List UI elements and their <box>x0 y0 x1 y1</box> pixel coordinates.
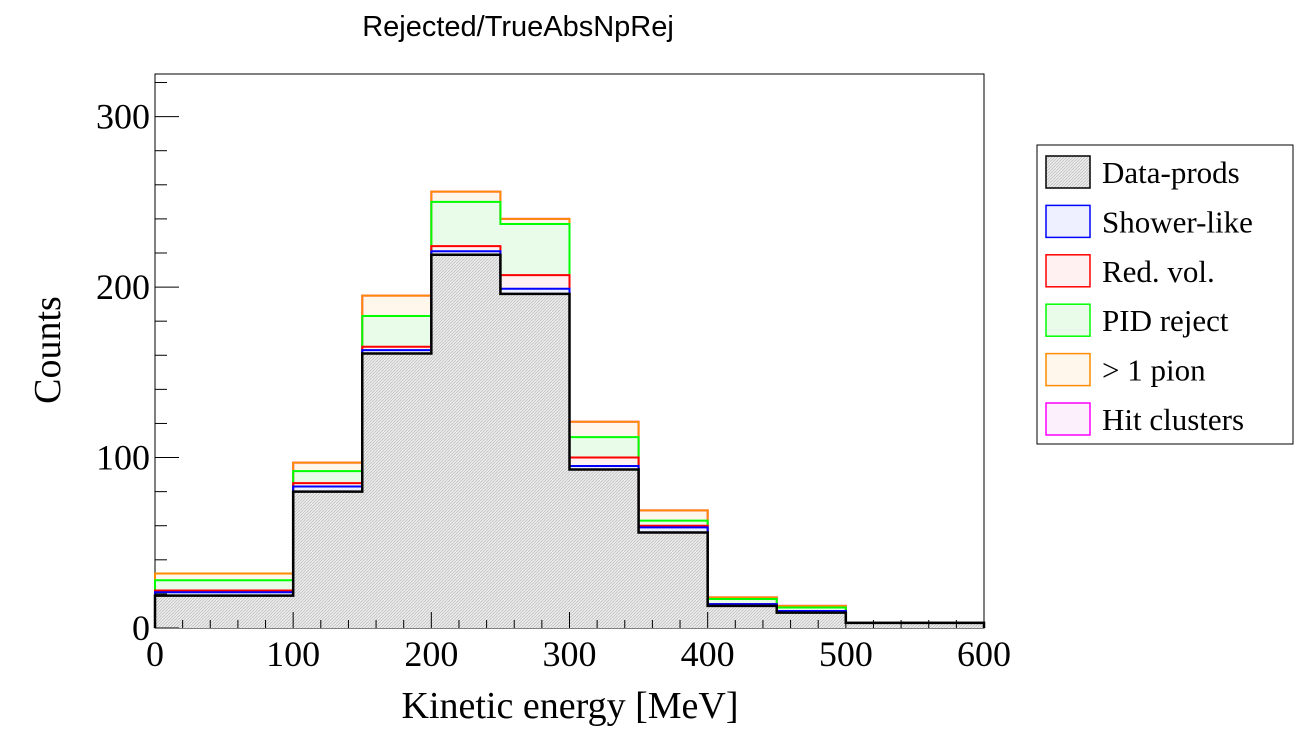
legend-swatch <box>1045 155 1091 189</box>
x-tick-label: 200 <box>404 634 458 674</box>
legend-box <box>1036 144 1294 445</box>
legend-label: Hit clusters <box>1102 402 1244 437</box>
y-tick-label: 0 <box>132 608 150 648</box>
y-tick-label: 300 <box>96 97 150 137</box>
legend-swatch <box>1045 303 1091 337</box>
x-tick-label: 600 <box>957 634 1011 674</box>
x-tick-label: 0 <box>146 634 164 674</box>
chart-title: Rejected/TrueAbsNpRej <box>362 11 674 43</box>
legend-swatch <box>1045 254 1091 288</box>
y-axis-label: Counts <box>27 296 69 404</box>
legend-label: Shower-like <box>1102 204 1253 239</box>
y-tick-label: 100 <box>96 438 150 478</box>
legend: Data-prods Shower-like Red. vol. PID reject… <box>1036 144 1294 445</box>
legend-label: PID reject <box>1102 303 1229 338</box>
x-tick-label: 300 <box>543 634 597 674</box>
legend-label: Data-prods <box>1102 155 1240 190</box>
x-tick-label: 500 <box>819 634 873 674</box>
x-tick-label: 400 <box>681 634 735 674</box>
legend-label: Red. vol. <box>1102 254 1215 289</box>
legend-swatch <box>1045 204 1091 239</box>
legend-swatch <box>1045 402 1091 436</box>
axes: 0 100 200 300 400 500 600 0 100 200 300 <box>96 82 1011 674</box>
legend-swatch <box>1045 352 1091 387</box>
series-line-0 <box>153 253 986 628</box>
y-tick-label: 200 <box>96 267 150 307</box>
legend-label: > 1 pion <box>1102 353 1206 388</box>
x-axis-label: Kinetic energy [MeV] <box>402 685 739 727</box>
x-tick-label: 100 <box>266 634 320 674</box>
histogram-lines <box>153 190 986 628</box>
